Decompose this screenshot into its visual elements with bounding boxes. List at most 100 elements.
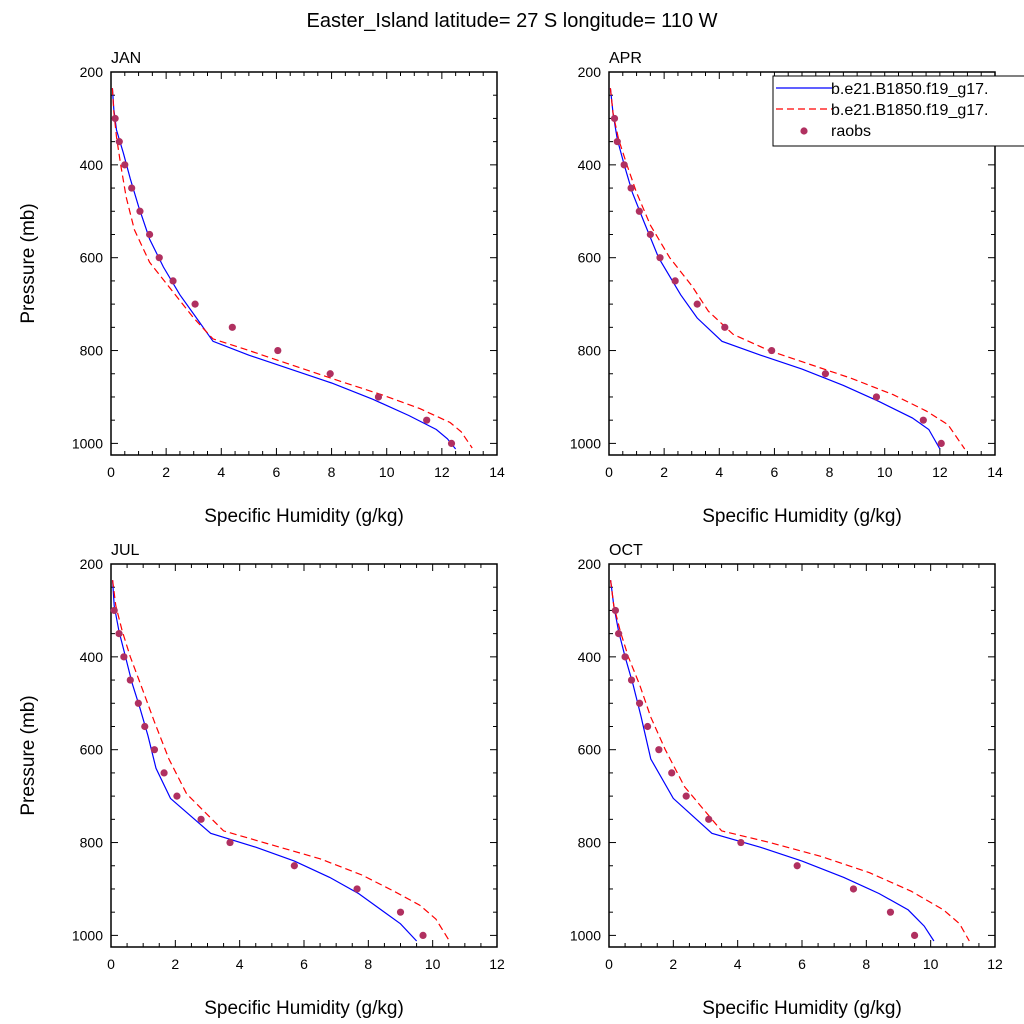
y-tick-label: 800: [578, 835, 602, 851]
y-tick-label: 400: [80, 157, 104, 173]
raobs-point: [126, 676, 134, 684]
raobs-point: [396, 908, 405, 916]
legend-marker: [800, 127, 808, 135]
raobs-point: [793, 862, 801, 870]
y-tick-label: 200: [578, 556, 602, 572]
x-tick-label: 2: [162, 464, 170, 480]
raobs-point: [121, 161, 129, 169]
x-axis-label: Specific Humidity (g/kg): [702, 998, 902, 1019]
raobs-point: [910, 931, 919, 939]
y-tick-label: 1000: [570, 927, 601, 943]
x-tick-label: 8: [364, 956, 372, 972]
model-dashed-line: [609, 88, 966, 450]
plot-frame: [110, 71, 498, 456]
y-tick-label: 1000: [72, 927, 103, 943]
raobs-point: [611, 606, 620, 615]
x-tick-label: 2: [660, 464, 668, 480]
raobs-point: [886, 908, 895, 916]
raobs-point: [646, 230, 654, 239]
raobs-point: [919, 416, 927, 424]
x-tick-label: 6: [771, 464, 779, 480]
x-tick-label: 2: [669, 956, 677, 972]
model-solid-line: [111, 88, 457, 450]
raobs-point: [849, 885, 858, 893]
raobs-point: [191, 300, 199, 308]
raobs-point: [141, 722, 149, 731]
x-tick-label: 10: [923, 956, 939, 972]
raobs-point: [937, 439, 945, 447]
raobs-point: [768, 346, 776, 355]
y-tick-label: 800: [578, 343, 602, 359]
raobs-point: [326, 370, 334, 378]
raobs-point: [671, 277, 679, 285]
panel-label: JUL: [111, 542, 140, 559]
x-axis-label: Specific Humidity (g/kg): [204, 998, 404, 1019]
x-tick-label: 10: [425, 956, 441, 972]
raobs-point: [627, 676, 636, 684]
x-tick-label: 14: [987, 464, 1003, 480]
model-dashed-line: [112, 580, 450, 941]
y-tick-label: 400: [578, 157, 602, 173]
y-tick-label: 600: [578, 250, 602, 266]
raobs-point: [228, 323, 236, 331]
panel-label: OCT: [609, 542, 643, 559]
x-tick-label: 10: [379, 464, 395, 480]
x-tick-label: 0: [107, 956, 115, 972]
raobs-point: [447, 439, 456, 447]
y-tick-label: 600: [80, 250, 104, 266]
raobs-point: [872, 393, 881, 401]
raobs-point: [274, 346, 282, 355]
raobs-point: [635, 699, 644, 707]
raobs-point: [644, 722, 652, 731]
x-tick-label: 4: [217, 464, 225, 480]
model-dashed-line: [610, 580, 970, 942]
model-dashed-line: [111, 88, 473, 449]
legend-label: b.e21.B1850.f19_g17.: [831, 102, 988, 119]
y-axis-label: Pressure (mb): [18, 203, 39, 323]
raobs-point: [821, 370, 830, 378]
panel-label: JAN: [111, 50, 141, 67]
y-tick-label: 200: [80, 64, 104, 80]
y-tick-label: 600: [80, 742, 104, 758]
raobs-point: [423, 416, 431, 424]
figure-title: Easter_Island latitude= 27 S longitude= …: [306, 10, 717, 32]
model-solid-line: [112, 580, 418, 942]
y-tick-label: 800: [80, 343, 104, 359]
raobs-point: [111, 114, 119, 123]
y-tick-label: 400: [80, 649, 104, 665]
x-axis-label: Specific Humidity (g/kg): [702, 506, 902, 527]
x-tick-label: 4: [715, 464, 723, 480]
x-tick-label: 0: [107, 464, 115, 480]
x-tick-label: 8: [826, 464, 834, 480]
raobs-point: [610, 114, 619, 123]
raobs-point: [635, 207, 643, 215]
x-tick-label: 4: [236, 956, 244, 972]
raobs-point: [160, 769, 168, 777]
panel-label: APR: [609, 50, 642, 67]
plot-frame: [608, 563, 996, 948]
raobs-point: [128, 184, 136, 192]
raobs-point: [110, 606, 118, 615]
raobs-point: [226, 838, 234, 847]
raobs-point: [115, 138, 123, 146]
y-tick-label: 1000: [72, 435, 103, 451]
panel-jul: JUL 0 2 4 6 8 10 12 200 400 600 800 1000 Specific Hum…: [18, 542, 505, 1019]
raobs-point: [620, 161, 628, 169]
legend-label: b.e21.B1850.f19_g17.: [831, 81, 988, 98]
x-tick-label: 6: [300, 956, 308, 972]
x-tick-label: 8: [328, 464, 336, 480]
raobs-point: [615, 630, 623, 638]
raobs-point: [115, 630, 123, 638]
x-tick-label: 10: [877, 464, 893, 480]
legend: b.e21.B1850.f19_g17. b.e21.B1850.f19_g17.…: [772, 75, 1024, 147]
y-tick-label: 400: [578, 649, 602, 665]
raobs-point: [655, 746, 663, 754]
panel-oct: OCT 0 2 4 6 8 10 12 200 400 600 800 1000 Specific Hum…: [570, 542, 1003, 1019]
raobs-point: [146, 230, 154, 239]
y-tick-label: 200: [80, 556, 104, 572]
panel-jan: JAN 0 2 4 6 8 10 12 14 200 400 600 800 1000 Specific H…: [18, 50, 505, 527]
raobs-point: [155, 254, 163, 262]
raobs-point: [173, 792, 181, 800]
raobs-point: [120, 653, 128, 661]
